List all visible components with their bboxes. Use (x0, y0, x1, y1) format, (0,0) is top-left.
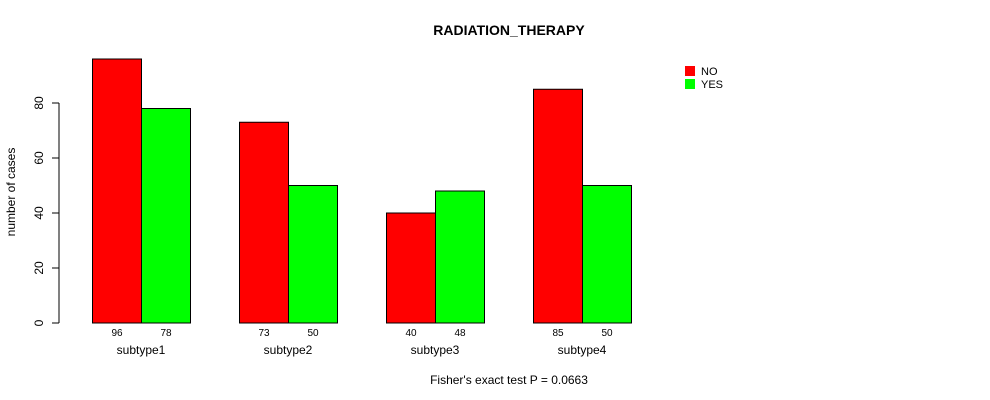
bar-value-label: 50 (601, 328, 613, 339)
bars (92, 58, 632, 324)
bar-value-label: 48 (454, 328, 466, 339)
bar-subtype3-no (386, 212, 436, 324)
category-label: subtype1 (117, 343, 166, 357)
legend-swatch (685, 66, 695, 76)
value-labels: 96 78 73 50 40 48 85 50 (111, 328, 613, 339)
bar-subtype4-no (533, 88, 583, 324)
bar-subtype2-yes (288, 185, 338, 324)
category-labels: subtype1 subtype2 subtype3 subtype4 (117, 343, 607, 357)
bar-value-label: 85 (552, 328, 564, 339)
y-tick-label: 40 (32, 206, 46, 220)
bar-value-label: 40 (405, 328, 417, 339)
legend-label: YES (701, 79, 723, 91)
y-tick-label: 60 (32, 151, 46, 165)
bar-subtype1-no (92, 58, 142, 324)
bar-subtype1-yes (141, 108, 191, 324)
bar-subtype4-yes (582, 185, 632, 324)
legend-label: NO (701, 66, 718, 78)
chart-title: RADIATION_THERAPY (433, 22, 585, 38)
legend-swatch (685, 79, 695, 89)
bar-subtype2-no (239, 121, 289, 324)
y-tick-label: 20 (32, 261, 46, 275)
y-tick-label: 80 (32, 96, 46, 110)
y-tick-label: 0 (32, 319, 46, 326)
category-label: subtype4 (558, 343, 607, 357)
y-axis: 0 20 40 60 80 (32, 96, 60, 326)
bar-subtype3-yes (435, 190, 485, 324)
bar-value-label: 78 (160, 328, 172, 339)
fisher-test-note: Fisher's exact test P = 0.0663 (430, 373, 588, 387)
category-label: subtype2 (264, 343, 313, 357)
category-label: subtype3 (411, 343, 460, 357)
bar-value-label: 73 (258, 328, 270, 339)
bar-value-label: 96 (111, 328, 123, 339)
bar-value-label: 50 (307, 328, 319, 339)
y-axis-label: number of cases (4, 148, 18, 237)
